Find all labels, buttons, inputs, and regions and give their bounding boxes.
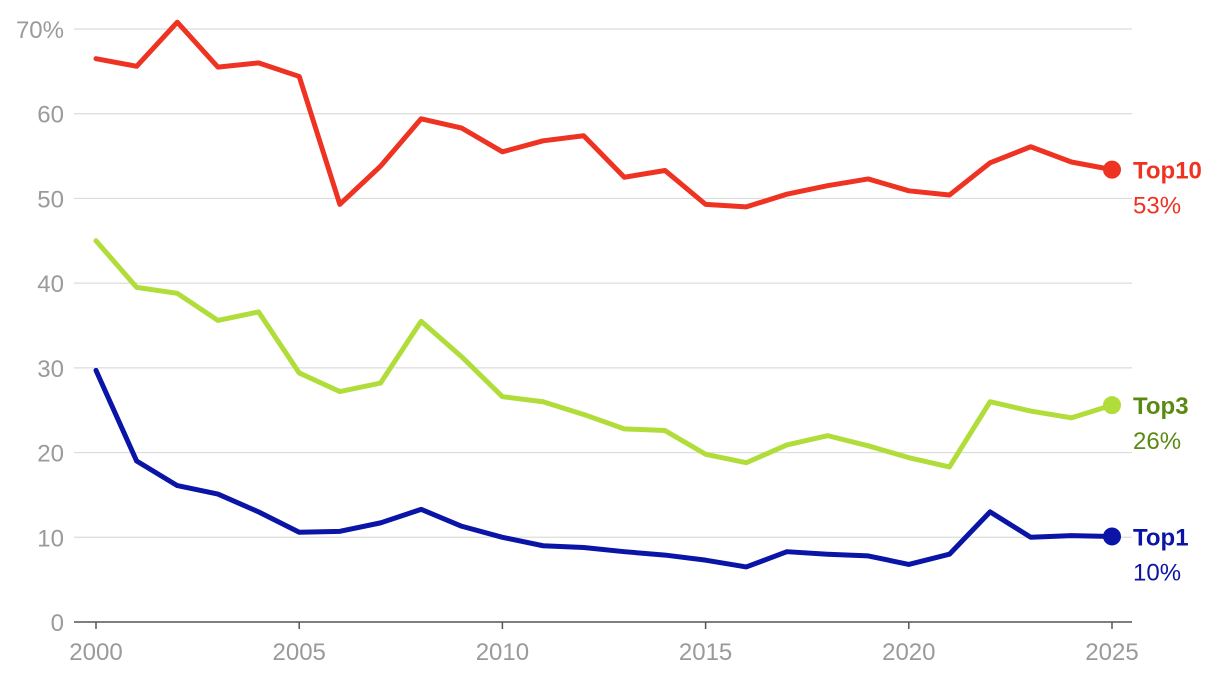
series-name-top3: Top3 bbox=[1133, 393, 1189, 420]
x-axis-ticks: 2000 2005 2010 2015 2020 2025 bbox=[69, 622, 1139, 666]
y-tick-label: 40 bbox=[37, 271, 64, 298]
y-tick-label: 20 bbox=[37, 441, 64, 468]
x-tick-label: 2010 bbox=[476, 639, 529, 666]
grid-lines bbox=[74, 28, 1132, 623]
y-tick-label: 10 bbox=[37, 525, 64, 552]
series-lines bbox=[93, 19, 1121, 570]
series-value-top1: 10% bbox=[1133, 559, 1181, 586]
x-tick-label: 2000 bbox=[69, 639, 122, 666]
end-marker-top1 bbox=[1103, 527, 1121, 546]
y-tick-label: 50 bbox=[37, 186, 64, 213]
y-tick-label: 0 bbox=[51, 610, 64, 637]
series-line-top1 bbox=[93, 367, 1115, 570]
y-tick-label: 70% bbox=[16, 17, 64, 44]
x-tick-label: 2020 bbox=[882, 639, 935, 666]
x-tick-label: 2005 bbox=[273, 639, 326, 666]
series-line-top10 bbox=[93, 19, 1115, 210]
series-value-top10: 53% bbox=[1133, 193, 1181, 220]
x-tick-label: 2015 bbox=[679, 639, 732, 666]
end-marker-top3 bbox=[1103, 396, 1121, 415]
x-tick-label: 2025 bbox=[1085, 639, 1138, 666]
y-tick-label: 60 bbox=[37, 102, 64, 129]
series-name-top10: Top10 bbox=[1133, 158, 1202, 185]
series-line-top3 bbox=[93, 238, 1115, 470]
end-marker-top10 bbox=[1103, 160, 1121, 179]
series-name-top1: Top1 bbox=[1133, 524, 1189, 551]
y-axis-ticks: 0 10 20 30 40 50 60 70% bbox=[16, 17, 64, 637]
end-labels: Top10 53% Top3 26% Top1 10% bbox=[1133, 158, 1202, 587]
y-tick-label: 30 bbox=[37, 356, 64, 383]
series-value-top3: 26% bbox=[1133, 428, 1181, 455]
